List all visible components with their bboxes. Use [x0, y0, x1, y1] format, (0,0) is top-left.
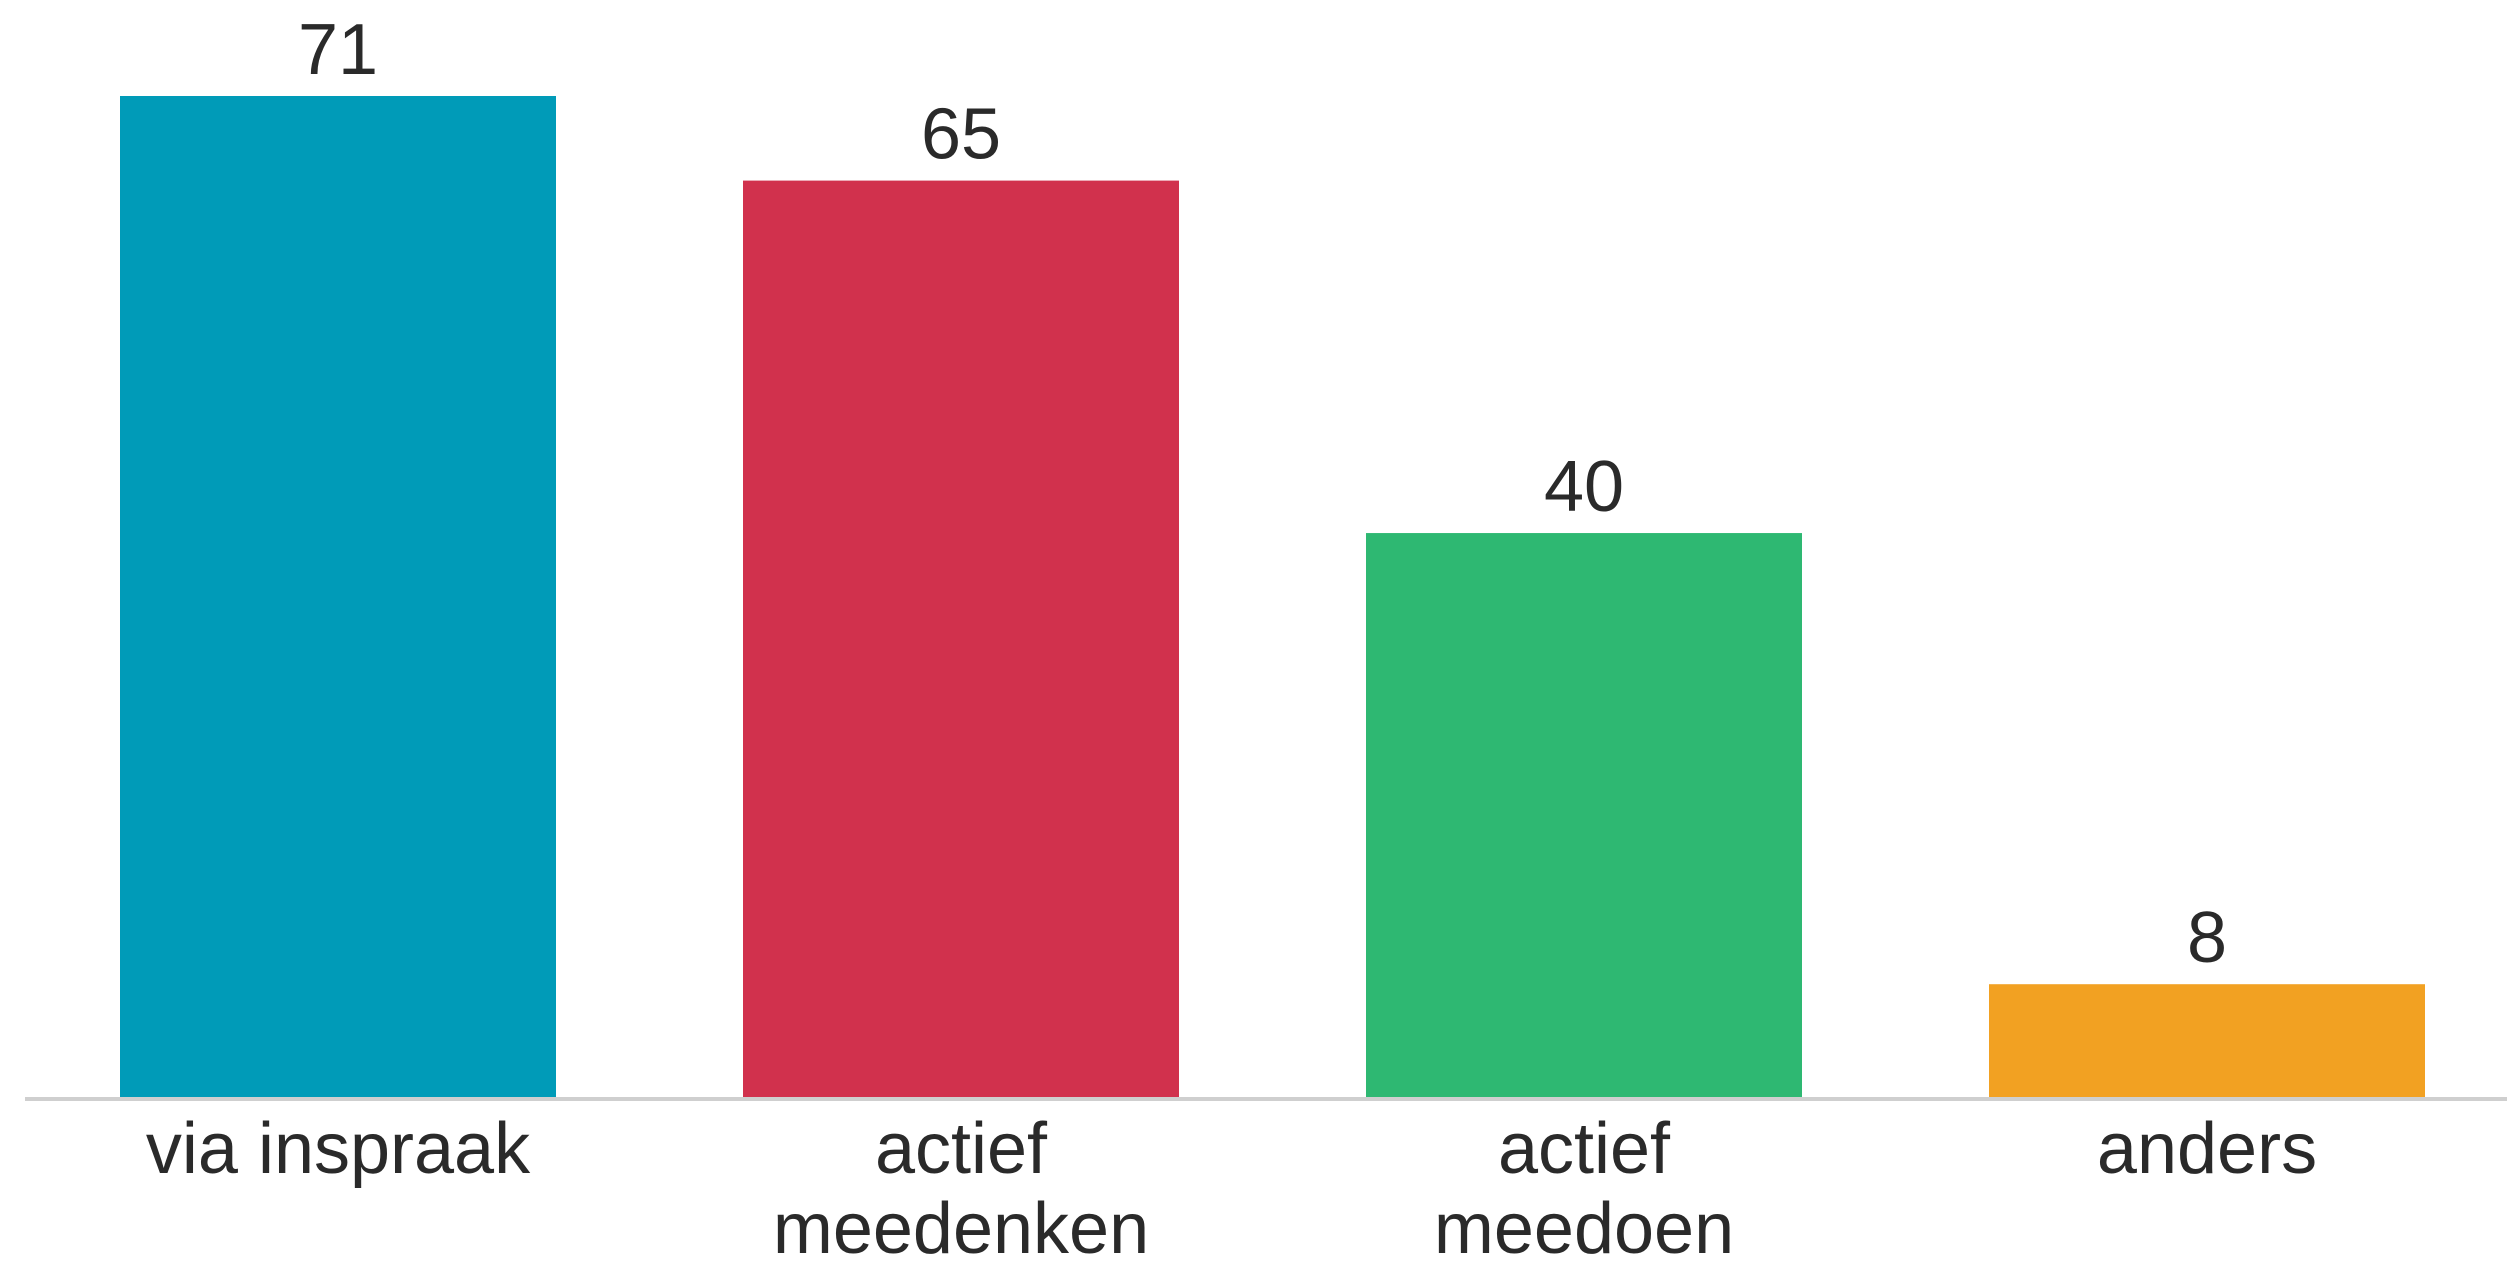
- category-labels-layer: via inspraak actiefmeedenkenactiefmeedoen…: [146, 1109, 2317, 1264]
- value-label-actief-meedoen: 40: [1544, 447, 1624, 527]
- bar-actief-meedenken: [743, 181, 1179, 1097]
- value-label-via-inspraak: 71: [298, 10, 378, 90]
- value-labels-layer: 71 65 40 8: [298, 10, 2227, 978]
- category-label-actief-meedenken-line-2: meedenken: [773, 1189, 1149, 1264]
- bar-actief-meedoen: [1366, 533, 1802, 1097]
- category-label-actief-meedoen-line-2: meedoen: [1434, 1189, 1734, 1264]
- category-label-actief-meedenken-line-1: actief: [875, 1109, 1048, 1189]
- category-label-anders: anders: [2097, 1109, 2317, 1189]
- value-label-actief-meedenken: 65: [921, 95, 1001, 175]
- bar-anders: [1989, 984, 2425, 1097]
- value-label-anders: 8: [2187, 898, 2227, 978]
- bar-via-inspraak: [120, 96, 556, 1097]
- category-label-actief-meedoen-line-1: actief: [1498, 1109, 1671, 1189]
- bars-layer: [120, 96, 2425, 1097]
- category-label-via-inspraak: via inspraak: [146, 1109, 531, 1189]
